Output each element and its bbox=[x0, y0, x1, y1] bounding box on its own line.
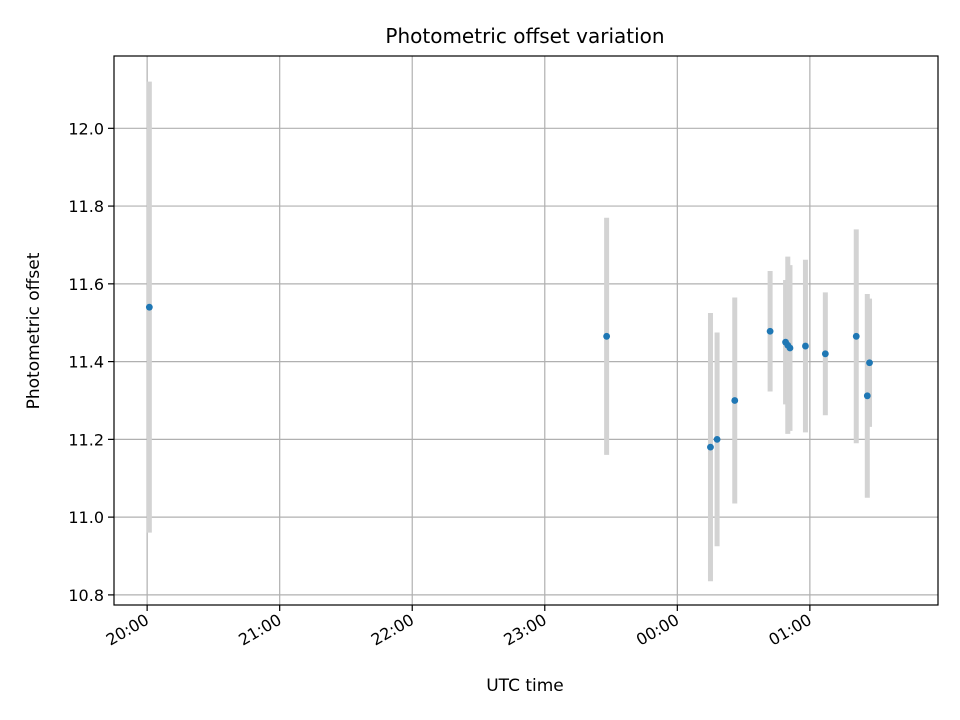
x-axis-label: UTC time bbox=[486, 676, 564, 696]
data-point bbox=[821, 350, 829, 358]
y-tick-label: 11.6 bbox=[68, 275, 104, 294]
y-tick-label: 11.4 bbox=[68, 353, 104, 372]
data-point bbox=[707, 443, 714, 451]
y-tick-label: 11.0 bbox=[68, 508, 104, 527]
data-point bbox=[802, 342, 809, 350]
data-point bbox=[713, 435, 721, 443]
data-point bbox=[766, 327, 774, 335]
data-point bbox=[852, 332, 860, 340]
data-points bbox=[145, 303, 873, 451]
data-point bbox=[145, 303, 153, 311]
data-point bbox=[866, 359, 873, 367]
plot-frame bbox=[113, 55, 939, 606]
y-tick-label: 11.2 bbox=[68, 430, 104, 449]
data-point bbox=[863, 392, 871, 400]
data-point bbox=[731, 397, 739, 404]
y-tick-label: 11.8 bbox=[68, 197, 104, 216]
data-point bbox=[603, 332, 611, 340]
data-point bbox=[786, 344, 794, 352]
grid bbox=[114, 56, 938, 605]
y-tick-label: 10.8 bbox=[68, 586, 104, 605]
y-axis: 10.8 11.0 11.2 11.4 11.6 11.8 12.0 bbox=[68, 119, 114, 605]
y-axis-label: Photometric offset bbox=[24, 252, 44, 409]
chart-title: Photometric offset variation bbox=[385, 24, 664, 48]
y-tick-label: 12.0 bbox=[68, 119, 104, 138]
